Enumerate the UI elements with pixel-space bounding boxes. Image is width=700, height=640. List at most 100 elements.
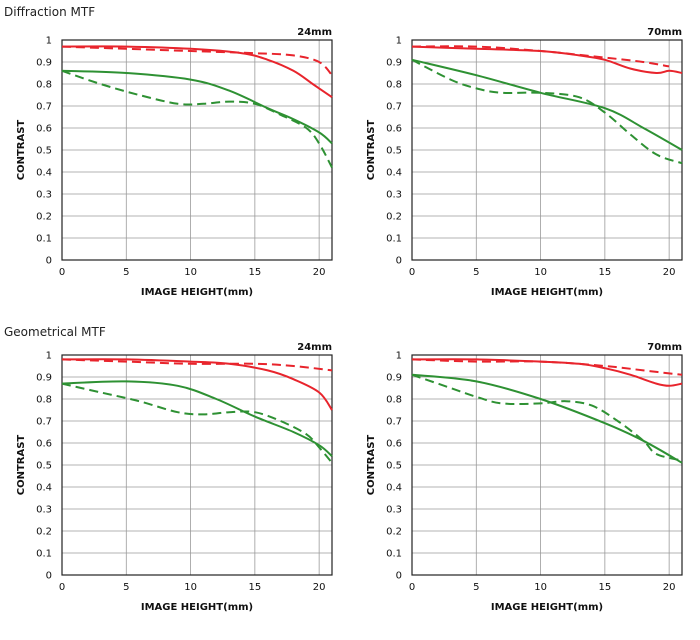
y-tick-label: 0.1	[386, 234, 402, 245]
y-tick-label: 0.5	[36, 461, 52, 472]
x-tick-label: 10	[184, 582, 197, 593]
section-title-diffraction: Diffraction MTF	[4, 5, 96, 19]
y-axis-label: CONTRAST	[16, 120, 27, 181]
x-tick-label: 15	[598, 267, 611, 278]
y-tick-label: 0	[46, 256, 52, 267]
y-tick-label: 0.2	[36, 527, 52, 538]
x-tick-label: 20	[663, 582, 676, 593]
x-tick-label: 10	[534, 267, 547, 278]
x-tick-label: 0	[59, 267, 65, 278]
y-tick-label: 0.5	[36, 146, 52, 157]
series-line-red-dashed	[411, 358, 683, 376]
y-tick-label: 0.6	[36, 124, 52, 135]
x-tick-label: 15	[248, 582, 261, 593]
series-line-green-dashed	[411, 58, 683, 165]
y-tick-label: 0.1	[386, 549, 402, 560]
series-line-green-dashed	[61, 382, 333, 464]
y-tick-label: 1	[396, 351, 402, 362]
y-tick-label: 0.7	[386, 102, 402, 113]
x-tick-label: 10	[184, 267, 197, 278]
y-tick-label: 0.3	[386, 190, 402, 201]
series-line-green-solid	[61, 380, 333, 457]
series-line-red-solid	[61, 45, 333, 99]
y-axis-label: CONTRAST	[366, 120, 377, 181]
mtf-chart-geometrical-70mm: 00.10.20.30.40.50.60.70.80.910 5 10 15 20IMA…	[366, 342, 683, 613]
y-tick-label: 0.3	[36, 190, 52, 201]
y-tick-label: 0.5	[386, 146, 402, 157]
plot-frame	[61, 354, 333, 576]
y-tick-label: 0	[46, 571, 52, 582]
y-tick-label: 0.2	[36, 212, 52, 223]
y-tick-label: 0.5	[386, 461, 402, 472]
series-line-red-dashed	[61, 358, 333, 372]
y-tick-label: 0.4	[386, 168, 402, 179]
y-tick-label: 1	[46, 36, 52, 47]
plot-frame	[61, 39, 333, 261]
y-tick-label: 0.8	[386, 395, 402, 406]
y-tick-label: 0.1	[36, 549, 52, 560]
y-tick-label: 0.9	[36, 58, 52, 69]
y-tick-label: 0.9	[36, 373, 52, 384]
x-axis-label: IMAGE HEIGHT(mm)	[491, 602, 603, 613]
x-tick-label: 5	[123, 582, 129, 593]
series-line-green-dashed	[411, 373, 683, 462]
section-title-geometrical: Geometrical MTF	[4, 325, 106, 339]
y-tick-label: 0.4	[386, 483, 402, 494]
y-axis-label: CONTRAST	[366, 435, 377, 496]
x-axis-label: IMAGE HEIGHT(mm)	[141, 287, 253, 298]
y-tick-label: 0	[396, 571, 402, 582]
focal-length-label: 70mm	[647, 342, 682, 353]
y-tick-label: 0.6	[386, 124, 402, 135]
x-tick-label: 0	[409, 267, 415, 278]
series-line-red-dashed	[61, 45, 333, 76]
x-axis-label: IMAGE HEIGHT(mm)	[491, 287, 603, 298]
series-line-green-solid	[411, 373, 683, 464]
x-tick-label: 0	[59, 582, 65, 593]
x-tick-label: 5	[473, 267, 479, 278]
mtf-chart-geometrical-24mm: 00.10.20.30.40.50.60.70.80.910 5 10 15 20IMA…	[16, 342, 333, 613]
x-axis-label: IMAGE HEIGHT(mm)	[141, 602, 253, 613]
x-tick-label: 5	[123, 267, 129, 278]
mtf-chart-diffraction-24mm: 00.10.20.30.40.50.60.70.80.910 5 10 15 20IMA…	[16, 27, 333, 298]
y-tick-label: 0.4	[36, 483, 52, 494]
y-tick-label: 0.1	[36, 234, 52, 245]
y-tick-label: 0.7	[386, 417, 402, 428]
y-tick-label: 0	[396, 256, 402, 267]
y-tick-label: 0.3	[386, 505, 402, 516]
series-line-red-dashed	[411, 45, 670, 68]
y-tick-label: 1	[396, 36, 402, 47]
x-tick-label: 10	[534, 582, 547, 593]
focal-length-label: 24mm	[297, 342, 332, 353]
y-tick-label: 0.8	[36, 80, 52, 91]
x-tick-label: 20	[663, 267, 676, 278]
y-tick-label: 0.6	[36, 439, 52, 450]
series-line-red-solid	[411, 358, 683, 387]
y-tick-label: 0.2	[386, 212, 402, 223]
series-line-green-dashed	[61, 69, 333, 169]
series-line-red-solid	[411, 45, 683, 75]
plot-frame	[411, 354, 683, 576]
y-tick-label: 0.9	[386, 373, 402, 384]
x-tick-label: 20	[313, 582, 326, 593]
x-tick-label: 15	[598, 582, 611, 593]
x-tick-label: 20	[313, 267, 326, 278]
y-tick-label: 0.6	[386, 439, 402, 450]
y-axis-label: CONTRAST	[16, 435, 27, 496]
y-tick-label: 0.8	[386, 80, 402, 91]
series-line-green-solid	[411, 58, 683, 151]
y-tick-label: 0.4	[36, 168, 52, 179]
focal-length-label: 24mm	[297, 27, 332, 38]
y-tick-label: 0.8	[36, 395, 52, 406]
series-line-red-solid	[61, 358, 333, 411]
y-tick-label: 1	[46, 351, 52, 362]
y-tick-label: 0.7	[36, 417, 52, 428]
y-tick-label: 0.7	[36, 102, 52, 113]
series-line-green-solid	[61, 69, 333, 145]
x-tick-label: 15	[248, 267, 261, 278]
y-tick-label: 0.2	[386, 527, 402, 538]
focal-length-label: 70mm	[647, 27, 682, 38]
y-tick-label: 0.3	[36, 505, 52, 516]
x-tick-label: 5	[473, 582, 479, 593]
x-tick-label: 0	[409, 582, 415, 593]
y-tick-label: 0.9	[386, 58, 402, 69]
